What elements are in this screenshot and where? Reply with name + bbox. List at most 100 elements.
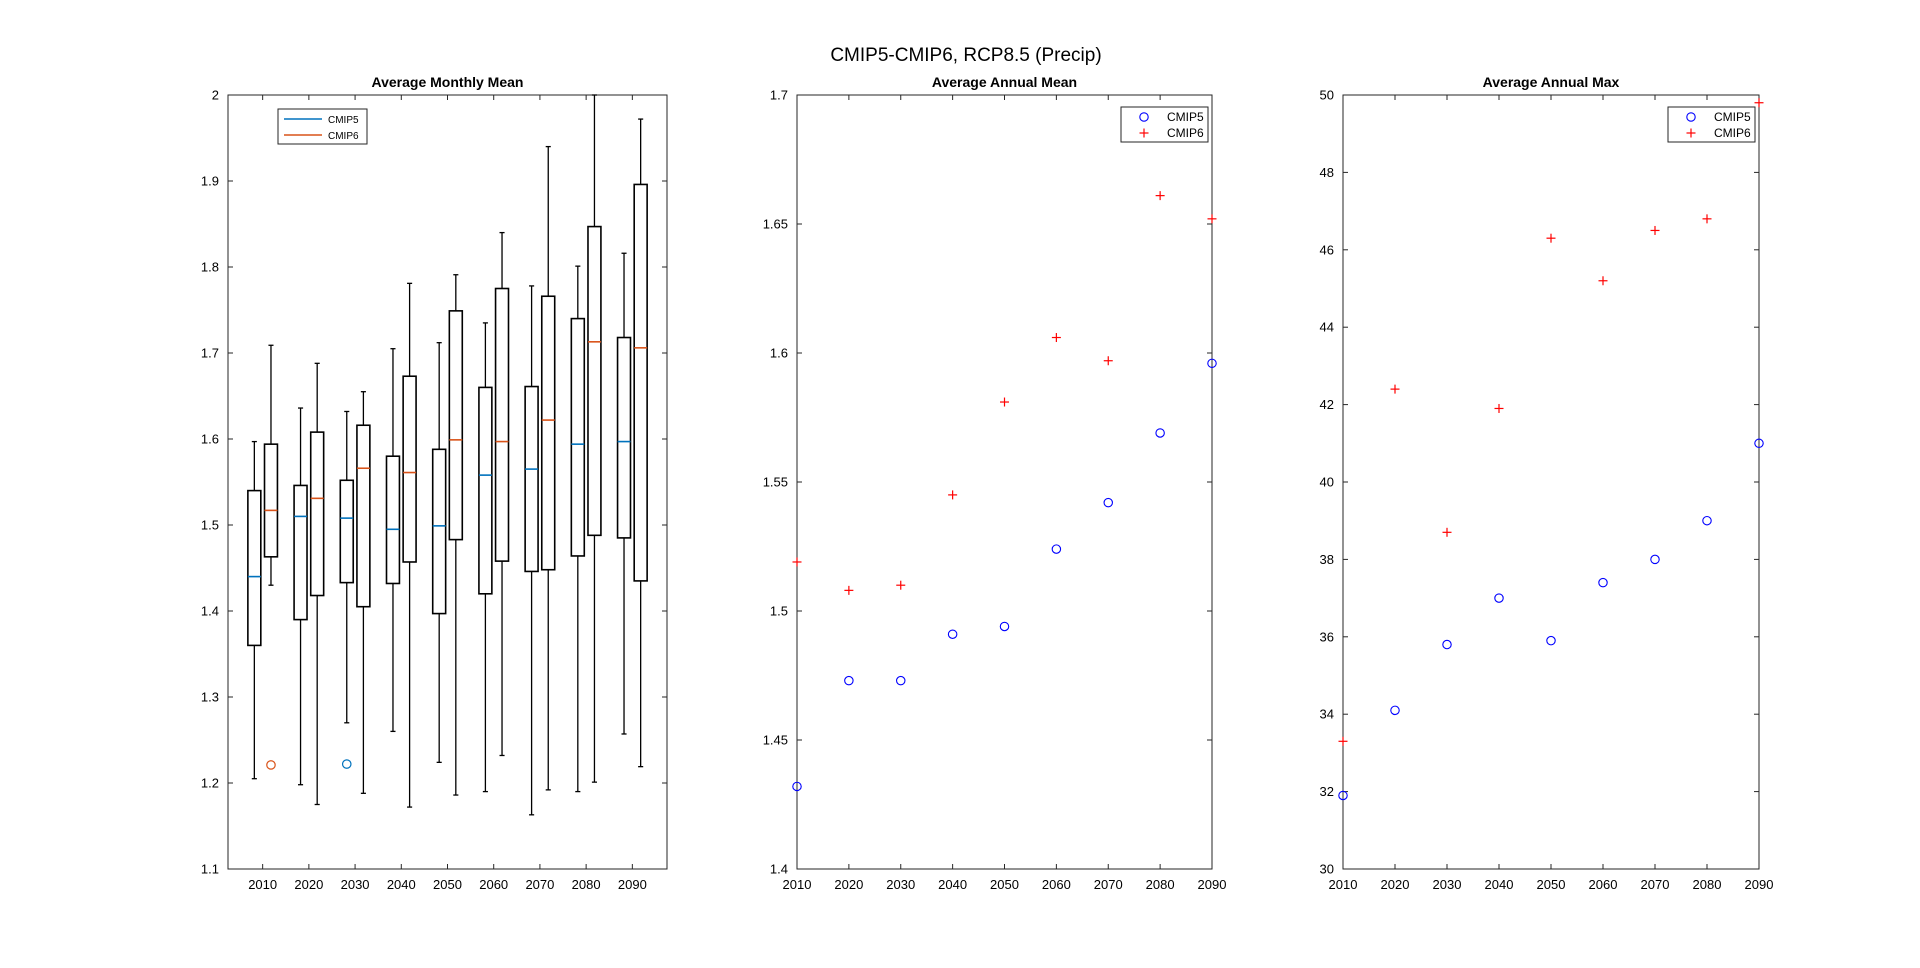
data-point-circle: [1546, 635, 1556, 646]
data-point-circle: [844, 675, 854, 686]
series-cmip5: [247, 252, 632, 816]
x-tick-label: 2020: [834, 877, 863, 892]
series-cmip5: [1338, 438, 1764, 801]
y-tick-label: 1.2: [201, 776, 219, 791]
data-point-plus: [1207, 214, 1217, 224]
box-2010: [263, 344, 279, 770]
x-tick-label: 2050: [990, 877, 1019, 892]
box-2040: [385, 348, 401, 733]
box-2070: [540, 145, 556, 791]
outlier-point: [266, 760, 276, 770]
box-2030: [356, 391, 371, 794]
legend-label: CMIP6: [1714, 126, 1751, 140]
data-point-circle: [999, 621, 1010, 632]
data-point-plus: [1650, 225, 1660, 235]
box-iqr: [356, 424, 371, 608]
box-2040: [402, 282, 417, 808]
y-tick-label: 30: [1320, 862, 1334, 877]
x-tick-label: 2060: [479, 877, 508, 892]
box-2060: [478, 322, 493, 793]
x-tick-label: 2060: [1042, 877, 1071, 892]
y-tick-label: 40: [1320, 475, 1334, 490]
x-tick-label: 2090: [618, 877, 647, 892]
x-tick-label: 2080: [1693, 877, 1722, 892]
axes-box: [1342, 94, 1760, 870]
legend: CMIP5 CMIP6: [1120, 106, 1209, 143]
data-point-plus: [844, 585, 854, 595]
box-iqr: [633, 183, 648, 582]
x-tick-label: 2050: [433, 877, 462, 892]
data-point-plus: [1494, 403, 1504, 413]
data-point-plus: [792, 557, 802, 567]
x-tick-label: 2040: [938, 877, 967, 892]
data-point-circle: [1754, 438, 1764, 449]
data-point-circle: [1598, 577, 1608, 588]
legend-label: CMIP5: [1167, 110, 1204, 124]
y-tick-label: 1.4: [770, 862, 788, 877]
box-2080: [587, 94, 602, 783]
chart-3: Average Annual Max 30 32 34 36 38 40 42 44 46 48 50…: [1320, 74, 1774, 892]
box-iqr: [540, 295, 556, 571]
box-iqr: [247, 489, 262, 647]
y-tick-label: 1.45: [763, 733, 788, 748]
data-point-circle: [1338, 790, 1348, 801]
x-tick-label: 2030: [1433, 877, 1462, 892]
legend-label: CMIP5: [1714, 110, 1751, 124]
x-tick-label: 2020: [1381, 877, 1410, 892]
x-tick-label: 2070: [1641, 877, 1670, 892]
legend-label: CMIP6: [328, 131, 359, 142]
y-tick-label: 1.9: [201, 174, 219, 189]
chart-1: Average Monthly Mean 1.1 1.2 1.3 1.4 1.5 1.6 1.…: [201, 74, 668, 892]
box-iqr: [587, 225, 602, 537]
data-point-circle: [1390, 705, 1400, 716]
y-tick-label: 1.6: [770, 346, 788, 361]
box-iqr: [616, 336, 632, 539]
x-tick-label: 2040: [1485, 877, 1514, 892]
chart-2: Average Annual Mean 1.4 1.45 1.5 1.55 1.6 1.65…: [763, 74, 1227, 892]
legend-label: CMIP6: [1167, 126, 1204, 140]
y-tick-label: 2: [212, 88, 219, 103]
x-tick-label: 2080: [1146, 877, 1175, 892]
x-tick-label: 2010: [783, 877, 812, 892]
data-point-circle: [1207, 358, 1217, 369]
legend-swatch-cmip5: [1139, 112, 1149, 122]
y-tick-label: 1.6: [201, 432, 219, 447]
y-tick-label: 36: [1320, 629, 1334, 644]
x-tick-label: 2040: [387, 877, 416, 892]
legend: CMIP5 CMIP6: [1667, 106, 1756, 143]
x-tick-label: 2010: [1329, 877, 1358, 892]
x-tick-label: 2050: [1537, 877, 1566, 892]
data-point-plus: [1000, 397, 1009, 407]
box-2010: [247, 440, 262, 780]
x-tick-label: 2090: [1198, 877, 1227, 892]
chart-title: Average Monthly Mean: [372, 74, 524, 90]
y-tick-label: 1.5: [201, 518, 219, 533]
y-tick-label: 1.5: [770, 604, 788, 619]
y-tick-label: 32: [1320, 784, 1334, 799]
box-2020: [293, 407, 308, 786]
box-iqr: [570, 317, 586, 557]
x-tick-label: 2070: [525, 877, 554, 892]
data-point-plus: [1598, 276, 1608, 286]
data-point-circle: [1702, 515, 1712, 526]
data-point-plus: [1390, 384, 1400, 394]
box-iqr: [431, 448, 447, 615]
data-point-plus: [1702, 214, 1712, 224]
x-tick-label: 2060: [1589, 877, 1618, 892]
legend-box: [1120, 106, 1209, 143]
y-tick-label: 1.55: [763, 475, 788, 490]
series-cmip6: [792, 191, 1217, 595]
data-point-circle: [792, 781, 802, 792]
y-tick-label: 1.8: [201, 260, 219, 275]
legend-swatch-cmip6: [1686, 128, 1696, 138]
y-tick-label: 34: [1320, 707, 1334, 722]
y-tick-label: 1.3: [201, 690, 219, 705]
y-tick-label: 46: [1320, 242, 1334, 257]
box-iqr: [385, 455, 401, 585]
chart-title: Average Annual Max: [1483, 74, 1620, 90]
box-iqr: [339, 479, 355, 584]
box-iqr: [478, 386, 493, 595]
box-iqr: [448, 310, 464, 541]
box-2050: [431, 342, 447, 764]
